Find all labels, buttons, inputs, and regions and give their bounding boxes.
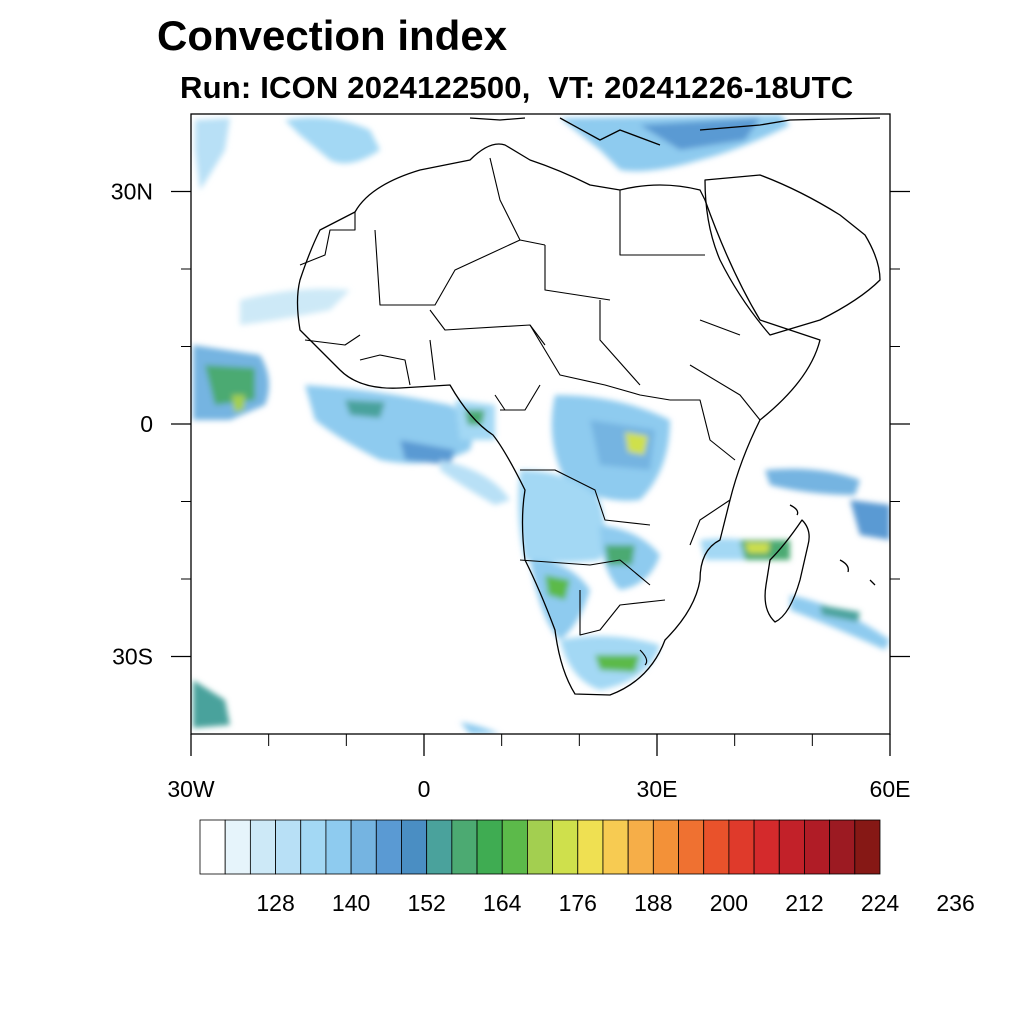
colorbar-swatch bbox=[703, 819, 730, 875]
arabia-coastline bbox=[704, 174, 881, 336]
colorbar-swatch bbox=[829, 819, 856, 875]
colorbar-swatch bbox=[552, 819, 579, 875]
country-borders bbox=[299, 157, 761, 666]
convection-patch-angola bbox=[518, 470, 605, 563]
colorbar-swatch bbox=[426, 819, 453, 875]
convection-patch-congo-peak bbox=[625, 432, 648, 455]
map-axes: 30W 0 30E 60E 30N 0 30S bbox=[111, 179, 911, 803]
colorbar-label: 224 bbox=[861, 890, 900, 916]
convection-patch-tropical-atlantic-peak bbox=[232, 395, 245, 412]
colorbar-swatch bbox=[325, 819, 352, 875]
colorbar-swatch bbox=[501, 819, 528, 875]
lat-tick-label: 30S bbox=[112, 644, 153, 670]
convection-patch-namibia bbox=[530, 560, 590, 640]
colorbar-swatch bbox=[728, 819, 755, 875]
convection-patch-mediterranean-core bbox=[640, 118, 760, 150]
convection-patch-congo-core bbox=[590, 420, 655, 470]
convection-patch-indian-ocean-core bbox=[820, 605, 860, 622]
border-sahel bbox=[299, 212, 546, 346]
border-southern bbox=[519, 469, 666, 666]
coastlines bbox=[296, 117, 881, 696]
convection-patch-south-atlantic bbox=[193, 680, 230, 728]
sri-islands bbox=[789, 504, 876, 586]
colorbar-swatch bbox=[602, 819, 629, 875]
colorbar-swatch bbox=[249, 819, 276, 875]
convection-patch-gulf-tail bbox=[440, 460, 510, 505]
border-central bbox=[500, 300, 671, 411]
map-plot-area bbox=[191, 114, 890, 734]
lon-tick-label: 60E bbox=[870, 776, 911, 802]
convection-patch-indian-ocean-1 bbox=[765, 468, 860, 495]
colorbar-swatch bbox=[753, 819, 780, 875]
convection-patch-namibia-core bbox=[545, 575, 570, 600]
colorbar-swatch bbox=[199, 819, 226, 875]
colorbar-swatch bbox=[300, 819, 327, 875]
colorbar-swatch bbox=[224, 819, 251, 875]
colorbar-label: 176 bbox=[559, 890, 597, 916]
convection-patch-north-atlantic bbox=[285, 117, 380, 164]
ocean-background bbox=[191, 114, 890, 734]
convection-patch-madagascar-peak bbox=[745, 543, 770, 553]
lon-tick-label: 0 bbox=[418, 776, 431, 802]
colorbar-swatch bbox=[476, 819, 503, 875]
border-east bbox=[670, 319, 761, 546]
convection-patch-southern-edge bbox=[460, 722, 500, 734]
colorbar-swatch bbox=[627, 819, 654, 875]
convection-patch-west-africa-coast bbox=[240, 288, 350, 325]
colorbar-label: 212 bbox=[785, 890, 823, 916]
colorbar-label: 152 bbox=[407, 890, 445, 916]
lat-tick-label: 30N bbox=[111, 179, 153, 205]
convection-patch-gulf-core-2 bbox=[400, 440, 455, 465]
colorbar-swatch bbox=[577, 819, 604, 875]
colorbar-label: 236 bbox=[936, 890, 974, 916]
convection-patch-south-africa-core bbox=[595, 655, 640, 672]
border-west bbox=[304, 334, 506, 411]
europe-coast bbox=[469, 117, 881, 146]
colorbar-swatch bbox=[527, 819, 553, 875]
convection-patch-indian-ocean-3 bbox=[790, 595, 890, 650]
madagascar-coastline bbox=[764, 519, 810, 623]
lon-tick-label: 30E bbox=[637, 776, 678, 802]
colorbar-swatch bbox=[375, 819, 402, 875]
colorbar-label: 200 bbox=[710, 890, 748, 916]
convection-patch-gulf-core-1 bbox=[345, 400, 385, 418]
convection-shading bbox=[193, 115, 890, 734]
colorbar-label: 128 bbox=[256, 890, 294, 916]
chart-subtitle: Run: ICON 2024122500, VT: 20241226-18UTC bbox=[180, 70, 854, 105]
border-algeria-libya-egypt bbox=[489, 157, 705, 301]
lon-tick-label: 30W bbox=[167, 776, 215, 802]
colorbar-label: 164 bbox=[483, 890, 522, 916]
colorbar-label: 140 bbox=[332, 890, 370, 916]
colorbar-swatch bbox=[451, 819, 478, 875]
colorbar-swatch bbox=[350, 819, 377, 875]
convection-patch-indian-ocean-2 bbox=[850, 500, 890, 540]
colorbar-label: 188 bbox=[634, 890, 672, 916]
africa-coastline bbox=[296, 143, 821, 696]
chart-title: Convection index bbox=[157, 12, 508, 59]
colorbar-swatch bbox=[854, 819, 881, 875]
convection-patch-northwest bbox=[195, 118, 230, 190]
colorbar-swatch bbox=[778, 819, 805, 875]
convection-patch-zambia-core bbox=[605, 545, 635, 565]
lat-tick-label: 0 bbox=[140, 411, 153, 437]
colorbar-swatch bbox=[804, 819, 831, 875]
colorbar: 128 140 152 164 176 188 200 212 224 236 bbox=[199, 819, 975, 916]
colorbar-swatch bbox=[401, 819, 428, 875]
colorbar-swatch bbox=[678, 819, 705, 875]
colorbar-swatch bbox=[652, 819, 679, 875]
colorbar-swatch bbox=[275, 819, 302, 875]
